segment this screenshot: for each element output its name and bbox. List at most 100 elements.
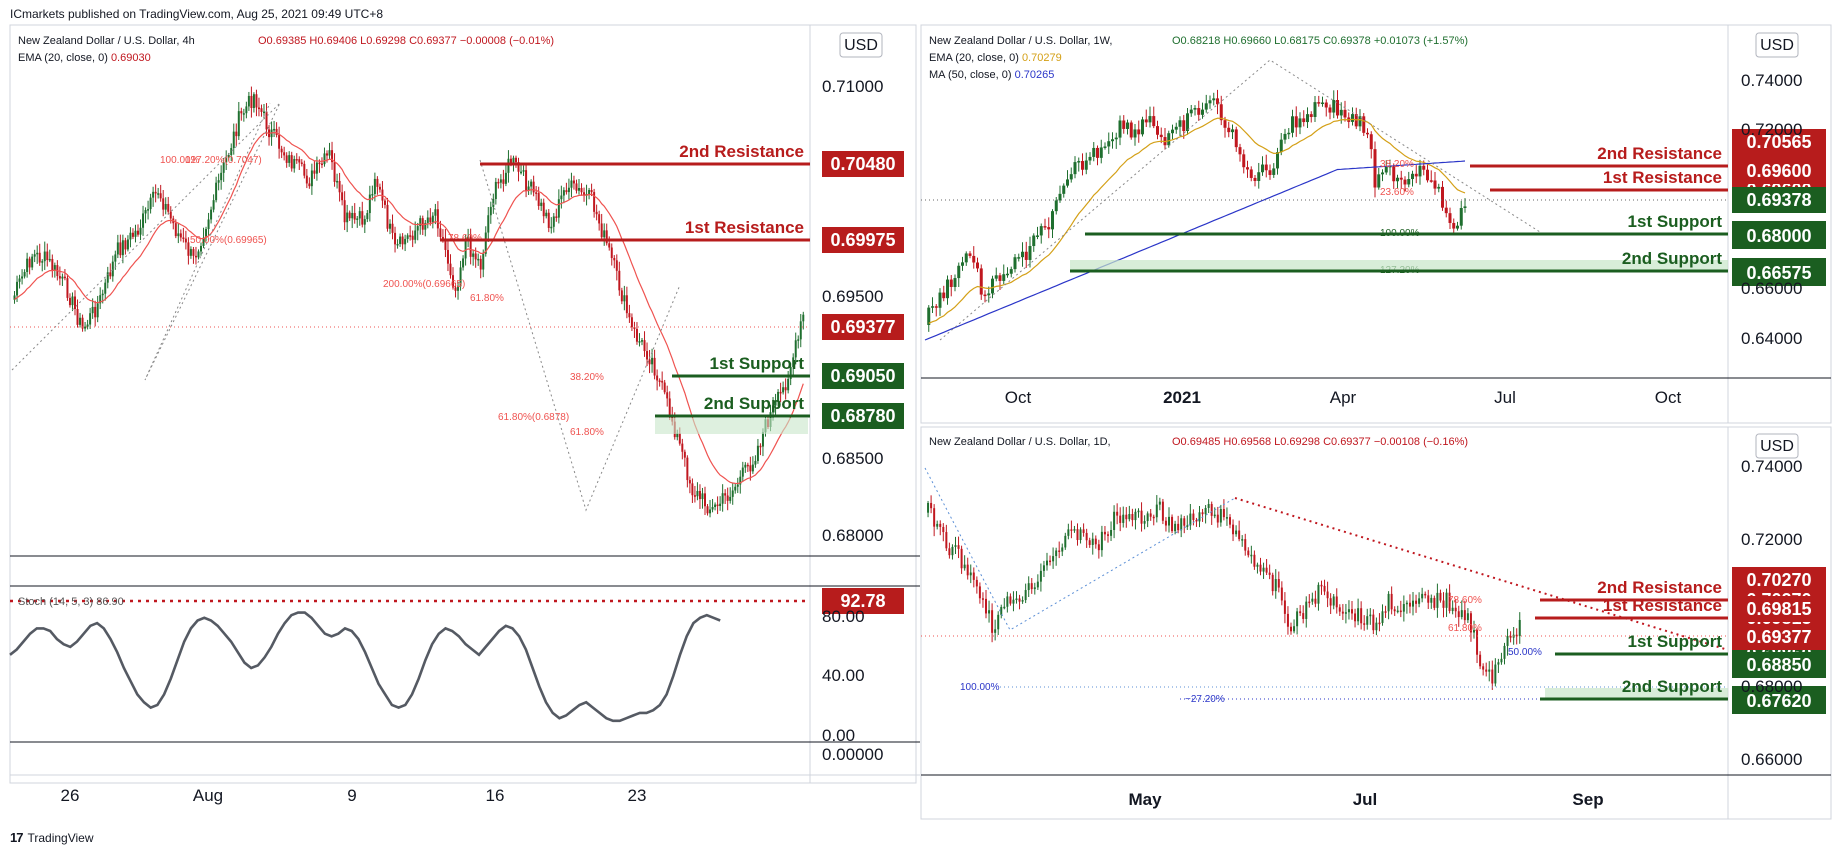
left-candle (61, 276, 64, 279)
left-candle (401, 236, 404, 245)
left-candle (802, 314, 805, 322)
left-currency-box[interactable] (839, 32, 883, 58)
weekly-candle (1396, 177, 1399, 182)
left-candle (66, 278, 69, 298)
daily-candle (1015, 598, 1018, 601)
daily-candle (1439, 592, 1442, 601)
daily-ohlc: O0.69485 H0.69568 L0.69298 C0.69377 −0.0… (1172, 436, 1469, 448)
daily-candle (1457, 611, 1460, 618)
weekly-candle (1287, 132, 1291, 135)
left-candle (109, 272, 112, 277)
left-candle (131, 232, 134, 237)
weekly-candle (1339, 109, 1343, 116)
left-ema-label: EMA (20, close, 0) 0.69030 (18, 52, 151, 64)
weekly-candle (1264, 164, 1268, 171)
daily-candle (1463, 610, 1466, 621)
left-candle (474, 253, 477, 260)
left-candle (714, 504, 717, 508)
stoch-tick: 80.00 (822, 607, 865, 626)
daily-candle (1427, 595, 1430, 603)
left-candle (439, 228, 442, 237)
left-candle (630, 317, 633, 328)
daily-currency-box[interactable] (1755, 433, 1799, 459)
daily-candle (1469, 613, 1472, 633)
left-candle (724, 493, 727, 496)
weekly-chart[interactable]: 38.20%23.60%100.00%127.20%2nd Resistance… (920, 24, 1832, 424)
left-candle (220, 172, 223, 181)
left-candle (739, 476, 742, 485)
left-candle (663, 382, 666, 393)
left-candle (376, 178, 379, 187)
daily-candle (1408, 602, 1411, 607)
left-candle (300, 162, 303, 164)
left-candle (81, 317, 84, 329)
weekly-candle (976, 262, 979, 269)
left-candle (164, 203, 167, 210)
daily-candle (1119, 515, 1122, 523)
left-fib-label: 61.80% (470, 293, 504, 304)
left-candle (734, 486, 737, 491)
weekly-candle (1212, 98, 1216, 101)
weekly-candle (938, 292, 942, 308)
left-candle (716, 504, 719, 507)
weekly-r1-axis-value: 0.69600 (1746, 161, 1811, 181)
weekly-candle (1414, 173, 1418, 177)
weekly-candle (1178, 120, 1182, 127)
weekly-x-tick: 2021 (1163, 388, 1201, 407)
left-candle (356, 218, 359, 220)
daily-candle (1311, 598, 1314, 602)
weekly-current-value: 0.69378 (1746, 190, 1811, 210)
daily-candle (1204, 507, 1207, 515)
left-candle (200, 245, 202, 252)
weekly-candle (1204, 103, 1208, 110)
left-candle (157, 193, 160, 195)
left-chart[interactable]: 127.20%(0.7047)100.00%78.60%200.00%(0.69… (9, 24, 920, 805)
left-candle (351, 212, 354, 219)
left-candle (89, 313, 92, 325)
weekly-candle (1159, 134, 1163, 138)
left-candle (18, 278, 21, 282)
daily-candle (1213, 514, 1216, 517)
daily-candle (981, 598, 984, 600)
left-candle (409, 235, 412, 237)
daily-candle (1476, 630, 1479, 655)
weekly-candle (1227, 127, 1231, 133)
daily-candle (1186, 525, 1189, 527)
daily-candle (1021, 600, 1024, 602)
daily-candle (978, 586, 981, 599)
daily-price-tick: 0.74000 (1741, 457, 1802, 476)
weekly-r2-axis-badge (1732, 129, 1826, 155)
daily-candle (1238, 530, 1241, 540)
daily-candle (1335, 596, 1338, 608)
left-candle (366, 213, 369, 220)
weekly-candle (1006, 273, 1009, 276)
daily-candle (1116, 511, 1119, 516)
left-candle (535, 192, 538, 194)
weekly-candle (1336, 100, 1339, 116)
daily-candle (1442, 600, 1445, 608)
weekly-candle (949, 279, 953, 287)
weekly-candle (1422, 165, 1426, 170)
left-support2-label: 2nd Support (704, 394, 804, 413)
daily-candle (1152, 516, 1155, 519)
daily-candle (1235, 530, 1238, 535)
daily-candle (1049, 560, 1052, 563)
left-candle (288, 155, 291, 163)
daily-chart[interactable]: 78.60%61.80%50.00%100.00%−27.20%2nd Resi… (920, 426, 1832, 820)
daily-candle (1344, 612, 1347, 614)
left-candle (633, 327, 636, 329)
weekly-candle (1384, 166, 1388, 173)
weekly-candle (1388, 165, 1392, 168)
daily-price-tick: 0.66000 (1741, 750, 1802, 769)
left-candle (210, 209, 213, 220)
daily-fib-label: 100.00% (960, 682, 1000, 693)
weekly-candle (1062, 185, 1066, 194)
daily-candle (1354, 613, 1357, 622)
daily-candle (1046, 560, 1048, 566)
left-candle (426, 217, 429, 223)
left-candle (31, 256, 34, 268)
weekly-currency-box[interactable] (1755, 32, 1799, 58)
weekly-candle (1107, 141, 1111, 147)
left-candle (661, 380, 664, 383)
weekly-candle (1021, 251, 1024, 258)
